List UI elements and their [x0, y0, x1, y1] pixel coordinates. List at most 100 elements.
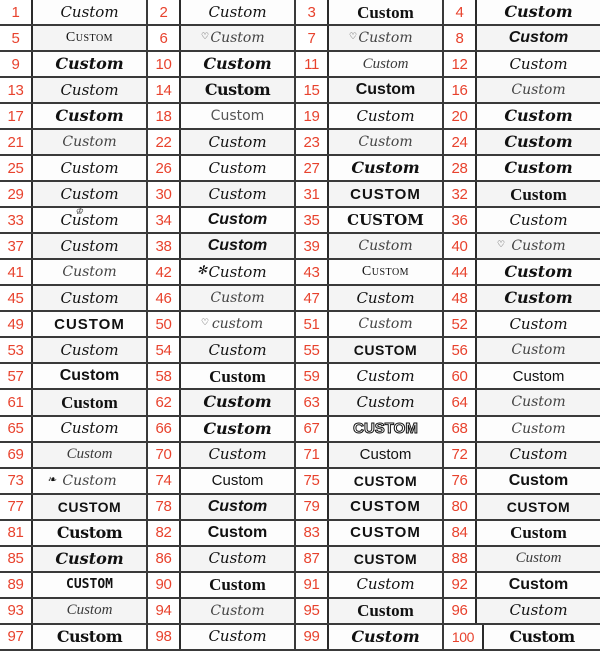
font-sample-67[interactable]: 67 CUSTOM	[296, 416, 444, 443]
font-sample-73[interactable]: 73 ❧ Custom	[0, 468, 148, 495]
font-sample-23[interactable]: 23 Custom	[296, 130, 444, 157]
font-sample-84[interactable]: 84 Custom	[444, 520, 600, 547]
font-sample-10[interactable]: 10 Custom	[148, 52, 296, 79]
font-sample-29[interactable]: 29 Custom	[0, 182, 148, 209]
font-sample-94[interactable]: 94 Custom	[148, 598, 296, 625]
font-sample-15[interactable]: 15 Custom	[296, 78, 444, 105]
font-sample-51[interactable]: 51 Custom	[296, 312, 444, 339]
font-sample-40[interactable]: 40 ♡ Custom	[444, 234, 600, 261]
font-sample-2[interactable]: 2 Custom	[148, 0, 296, 27]
font-sample-82[interactable]: 82 Custom	[148, 520, 296, 547]
font-sample-68[interactable]: 68 Custom	[444, 416, 600, 443]
font-sample-65[interactable]: 65 Custom	[0, 416, 148, 443]
font-sample-9[interactable]: 9 Custom	[0, 52, 148, 79]
font-sample-97[interactable]: 97 Custom	[0, 624, 148, 651]
font-sample-17[interactable]: 17 Custom	[0, 104, 148, 131]
font-sample-26[interactable]: 26 Custom	[148, 156, 296, 183]
font-sample-62[interactable]: 62 Custom	[148, 390, 296, 417]
font-sample-92[interactable]: 92 Custom	[444, 572, 600, 599]
font-sample-87[interactable]: 87 Custom	[296, 546, 444, 573]
font-sample-75[interactable]: 75 Custom	[296, 468, 444, 495]
font-sample-45[interactable]: 45 Custom	[0, 286, 148, 313]
font-sample-3[interactable]: 3 Custom	[296, 0, 444, 27]
font-sample-44[interactable]: 44 Custom	[444, 260, 600, 287]
font-sample-54[interactable]: 54 Custom	[148, 338, 296, 365]
font-sample-95[interactable]: 95 Custom	[296, 598, 444, 625]
font-sample-43[interactable]: 43 Custom	[296, 260, 444, 287]
font-sample-79[interactable]: 79 CUSTOM	[296, 494, 444, 521]
font-sample-63[interactable]: 63 Custom	[296, 390, 444, 417]
font-sample-1[interactable]: 1 Custom	[0, 0, 148, 27]
font-sample-19[interactable]: 19 Custom	[296, 104, 444, 131]
font-sample-83[interactable]: 83 Custom	[296, 520, 444, 547]
font-sample-20[interactable]: 20 Custom	[444, 104, 600, 131]
font-sample-80[interactable]: 80 CUSTOM	[444, 494, 600, 521]
font-sample-74[interactable]: 74 Custom	[148, 468, 296, 495]
font-sample-93[interactable]: 93 Custom	[0, 598, 148, 625]
font-sample-36[interactable]: 36 Custom	[444, 208, 600, 235]
font-sample-8[interactable]: 8 Custom	[444, 26, 600, 53]
font-sample-18[interactable]: 18 Custom	[148, 104, 296, 131]
font-sample-34[interactable]: 34 Custom	[148, 208, 296, 235]
font-sample-89[interactable]: 89 CUSTOM	[0, 572, 148, 599]
font-sample-35[interactable]: 35 CUSTOM	[296, 208, 444, 235]
font-sample-22[interactable]: 22 Custom	[148, 130, 296, 157]
font-sample-14[interactable]: 14 Custom	[148, 78, 296, 105]
font-sample-4[interactable]: 4 Custom	[444, 0, 600, 27]
font-sample-52[interactable]: 52 Custom	[444, 312, 600, 339]
font-sample-39[interactable]: 39 Custom	[296, 234, 444, 261]
font-sample-12[interactable]: 12 Custom	[444, 52, 600, 79]
font-sample-30[interactable]: 30 Custom	[148, 182, 296, 209]
font-sample-90[interactable]: 90 Custom	[148, 572, 296, 599]
font-sample-59[interactable]: 59 Custom	[296, 364, 444, 391]
font-sample-56[interactable]: 56 Custom	[444, 338, 600, 365]
font-sample-16[interactable]: 16 Custom	[444, 78, 600, 105]
font-sample-7[interactable]: 7 ♡ Custom	[296, 26, 444, 53]
font-sample-64[interactable]: 64 Custom	[444, 390, 600, 417]
font-sample-60[interactable]: 60 Custom	[444, 364, 600, 391]
font-sample-78[interactable]: 78 Custom	[148, 494, 296, 521]
font-sample-38[interactable]: 38 Custom	[148, 234, 296, 261]
font-sample-70[interactable]: 70 Custom	[148, 442, 296, 469]
font-sample-50[interactable]: 50 ♡ custom	[148, 312, 296, 339]
font-sample-69[interactable]: 69 Custom	[0, 442, 148, 469]
font-sample-48[interactable]: 48 Custom	[444, 286, 600, 313]
font-sample-88[interactable]: 88 Custom	[444, 546, 600, 573]
font-sample-61[interactable]: 61 Custom	[0, 390, 148, 417]
font-sample-49[interactable]: 49 CUSTOM	[0, 312, 148, 339]
font-sample-57[interactable]: 57 Custom	[0, 364, 148, 391]
font-sample-100[interactable]: 100 Custom	[444, 624, 600, 651]
font-sample-71[interactable]: 71 Custom	[296, 442, 444, 469]
font-sample-25[interactable]: 25 Custom	[0, 156, 148, 183]
font-sample-41[interactable]: 41 Custom	[0, 260, 148, 287]
font-sample-46[interactable]: 46 Custom	[148, 286, 296, 313]
font-sample-85[interactable]: 85 Custom	[0, 546, 148, 573]
font-sample-76[interactable]: 76 Custom	[444, 468, 600, 495]
font-sample-27[interactable]: 27 Custom	[296, 156, 444, 183]
font-sample-91[interactable]: 91 Custom	[296, 572, 444, 599]
font-sample-99[interactable]: 99 Custom	[296, 624, 444, 651]
font-sample-37[interactable]: 37 Custom	[0, 234, 148, 261]
font-sample-55[interactable]: 55 CUSTOM	[296, 338, 444, 365]
font-sample-58[interactable]: 58 Custom	[148, 364, 296, 391]
font-sample-47[interactable]: 47 Custom	[296, 286, 444, 313]
font-sample-6[interactable]: 6 ♡ Custom	[148, 26, 296, 53]
font-sample-24[interactable]: 24 Custom	[444, 130, 600, 157]
font-sample-81[interactable]: 81 Custom	[0, 520, 148, 547]
font-sample-98[interactable]: 98 Custom	[148, 624, 296, 651]
font-sample-28[interactable]: 28 Custom	[444, 156, 600, 183]
font-sample-31[interactable]: 31 Custom	[296, 182, 444, 209]
font-sample-53[interactable]: 53 Custom	[0, 338, 148, 365]
font-sample-32[interactable]: 32 Custom	[444, 182, 600, 209]
font-sample-21[interactable]: 21 Custom	[0, 130, 148, 157]
font-sample-77[interactable]: 77 CUSTOM	[0, 494, 148, 521]
font-sample-96[interactable]: 96 Custom	[444, 598, 600, 625]
font-sample-33[interactable]: 33 ♔ Custom	[0, 208, 148, 235]
font-sample-11[interactable]: 11 Custom	[296, 52, 444, 79]
font-sample-13[interactable]: 13 Custom	[0, 78, 148, 105]
font-sample-66[interactable]: 66 Custom	[148, 416, 296, 443]
font-sample-86[interactable]: 86 Custom	[148, 546, 296, 573]
font-sample-5[interactable]: 5 Custom	[0, 26, 148, 53]
font-sample-42[interactable]: 42 ✻ Custom	[148, 260, 296, 287]
font-sample-72[interactable]: 72 Custom	[444, 442, 600, 469]
